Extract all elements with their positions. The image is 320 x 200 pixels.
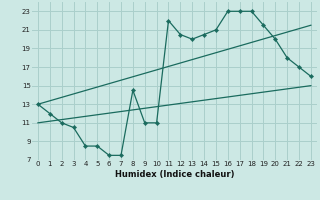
X-axis label: Humidex (Indice chaleur): Humidex (Indice chaleur) <box>115 170 234 179</box>
